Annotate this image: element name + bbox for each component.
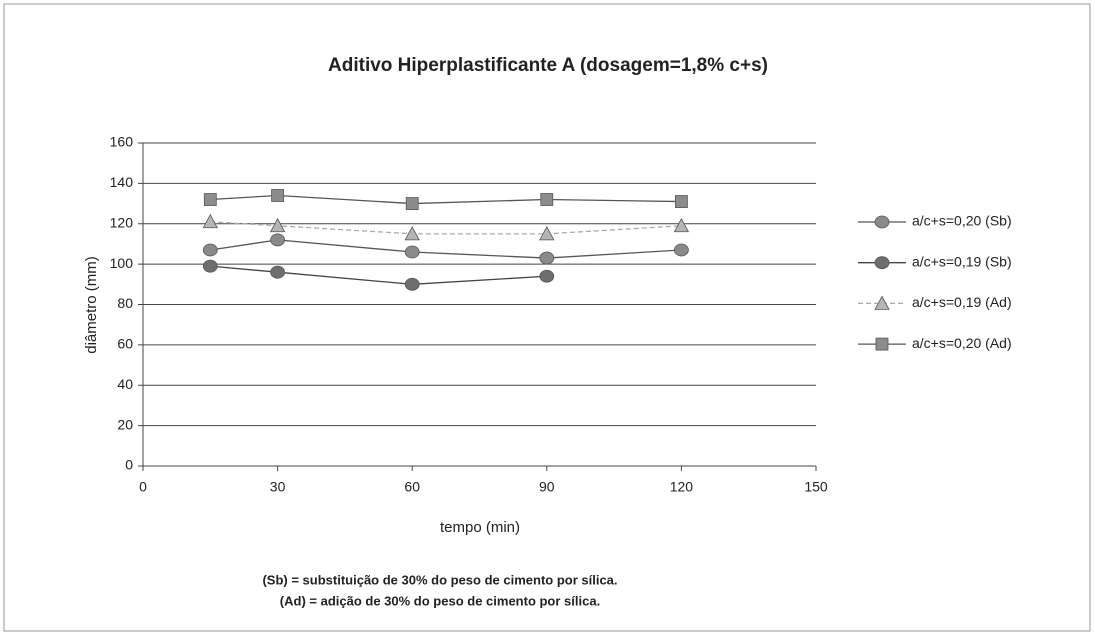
marker (202, 213, 218, 229)
y-axis-label: diâmetro (mm) (83, 256, 100, 354)
marker (202, 243, 218, 257)
x-tick-label: 90 (539, 479, 555, 495)
y-tick-label: 0 (125, 457, 133, 473)
y-tick-label: 120 (110, 214, 134, 230)
y-tick-label: 80 (117, 295, 133, 311)
marker (673, 217, 690, 233)
marker (404, 226, 420, 241)
y-tick-label: 60 (117, 336, 133, 352)
marker (202, 259, 218, 273)
marker (674, 243, 689, 257)
note: (Sb) = substituição de 30% do peso de ci… (262, 572, 617, 587)
y-tick-label: 160 (110, 134, 134, 150)
x-tick-label: 0 (139, 479, 147, 495)
marker (404, 277, 420, 291)
marker (874, 256, 890, 270)
marker (270, 265, 286, 279)
y-tick-label: 140 (110, 174, 134, 190)
y-tick-label: 40 (117, 376, 133, 392)
marker (270, 233, 286, 247)
y-tick-label: 20 (117, 416, 133, 432)
legend-label: a/c+s=0,20 (Ad) (912, 335, 1012, 351)
marker (540, 193, 554, 206)
x-tick-label: 120 (670, 479, 694, 495)
legend-label: a/c+s=0,19 (Sb) (912, 253, 1012, 269)
chart-frame (3, 3, 1091, 632)
marker (539, 269, 555, 283)
x-tick-label: 150 (804, 479, 828, 495)
x-tick-label: 30 (270, 479, 286, 495)
marker (675, 195, 688, 208)
marker (539, 226, 555, 241)
chart-title: Aditivo Hiperplastificante A (dosagem=1,… (328, 55, 768, 76)
marker (874, 295, 890, 310)
note: (Ad) = adição de 30% do peso de cimento … (280, 593, 600, 608)
legend-label: a/c+s=0,19 (Ad) (912, 294, 1012, 310)
x-axis-label: tempo (min) (440, 519, 520, 536)
marker (269, 217, 286, 233)
marker (539, 251, 555, 265)
marker (404, 245, 420, 259)
x-tick-label: 60 (404, 479, 420, 495)
legend-label: a/c+s=0,20 (Sb) (912, 213, 1012, 229)
series-line (210, 265, 547, 285)
marker (874, 215, 890, 229)
marker (271, 189, 285, 202)
marker (875, 337, 889, 351)
marker (405, 197, 419, 210)
y-tick-label: 100 (110, 255, 134, 271)
marker (203, 193, 217, 206)
